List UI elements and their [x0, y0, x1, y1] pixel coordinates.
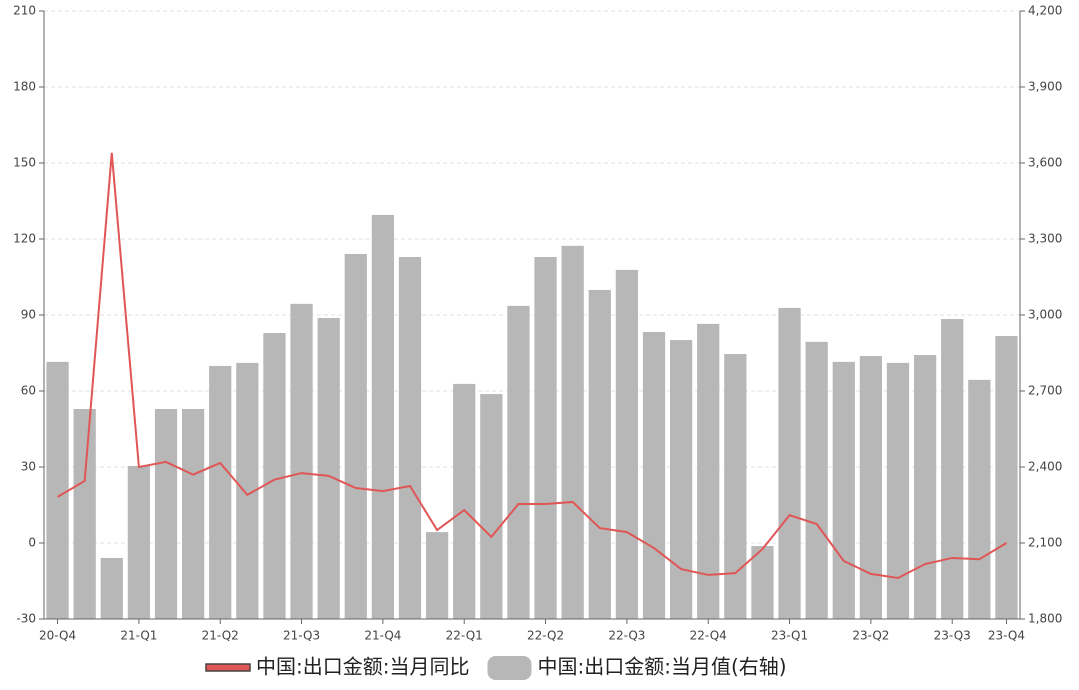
bar [669, 340, 693, 619]
y-tick-label: 210 [13, 4, 36, 18]
y-tick-label: 120 [13, 232, 36, 246]
bar [290, 303, 313, 619]
y-tick-label: 60 [21, 384, 36, 398]
bar [425, 532, 449, 619]
bar [615, 269, 639, 619]
y2-tick-label: 3,600 [1028, 156, 1062, 170]
bar [561, 245, 584, 619]
x-tick-label: 23-Q2 [852, 629, 889, 643]
bar [751, 546, 774, 619]
legend-swatch [487, 656, 532, 680]
x-tick-label: 22-Q2 [527, 629, 564, 643]
x-tick-label: 22-Q3 [608, 629, 645, 643]
bar [886, 362, 910, 619]
bar [154, 408, 178, 619]
x-tick-label: 23-Q1 [771, 629, 808, 643]
x-tick-label: 21-Q4 [364, 629, 401, 643]
bar [398, 256, 422, 619]
bar [263, 332, 286, 619]
bar [507, 305, 530, 619]
bar [480, 394, 503, 619]
bar [236, 362, 259, 619]
bar [805, 341, 828, 619]
y-tick-label: -30 [16, 612, 36, 626]
bar [697, 323, 720, 619]
bar [73, 408, 96, 619]
bar [724, 354, 747, 619]
y-tick-label: 30 [21, 460, 36, 474]
bar [642, 331, 666, 619]
legend-label: 中国:出口金额:当月同比 [256, 655, 469, 679]
bar [209, 365, 232, 619]
y2-tick-label: 3,300 [1028, 232, 1062, 246]
x-tick-label: 21-Q2 [202, 629, 239, 643]
x-tick-label: 20-Q4 [39, 629, 76, 643]
legend-label: 中国:出口金额:当月值(右轴) [537, 655, 786, 679]
bar [371, 214, 395, 619]
y2-tick-label: 3,900 [1028, 80, 1062, 94]
bar [534, 256, 557, 619]
bar [127, 465, 151, 619]
bar [100, 557, 123, 619]
x-tick-label: 23-Q4 [988, 629, 1025, 643]
x-tick-label: 22-Q4 [690, 629, 727, 643]
y2-tick-label: 2,400 [1028, 460, 1062, 474]
line [57, 152, 1007, 579]
y-tick-label: 90 [21, 308, 36, 322]
bar [968, 379, 991, 619]
x-tick-label: 21-Q1 [120, 629, 157, 643]
bar [453, 383, 476, 619]
bar [588, 289, 611, 619]
y2-tick-label: 3,000 [1028, 308, 1062, 322]
y-tick-label: 150 [13, 156, 36, 170]
y2-tick-label: 2,100 [1028, 536, 1062, 550]
x-tick-label: 22-Q1 [446, 629, 483, 643]
x-tick-label: 23-Q3 [934, 629, 971, 643]
bar [181, 408, 205, 619]
x-tick-label: 21-Q3 [283, 629, 320, 643]
bar [832, 361, 855, 619]
bar [913, 355, 937, 619]
bar [344, 253, 367, 620]
legend-swatch [205, 663, 251, 672]
bar [941, 319, 964, 619]
y-tick-label: 180 [13, 80, 36, 94]
bar [317, 318, 340, 619]
y2-tick-label: 2,700 [1028, 384, 1062, 398]
bar [859, 356, 883, 619]
y2-tick-label: 4,200 [1028, 4, 1062, 18]
bar [995, 336, 1018, 619]
bar [46, 361, 69, 619]
bar [778, 307, 801, 619]
y2-tick-label: 1,800 [1028, 612, 1062, 626]
y-tick-label: 0 [28, 536, 36, 550]
